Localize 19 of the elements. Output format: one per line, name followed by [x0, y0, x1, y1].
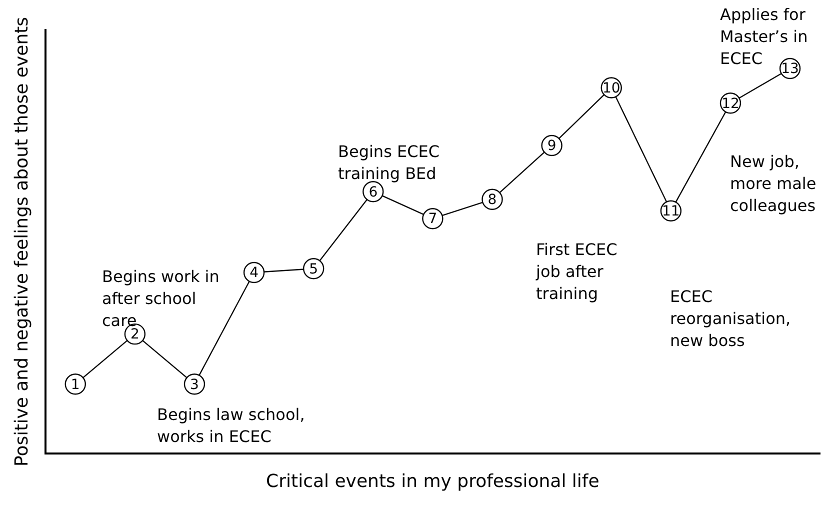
- x-tick-label: 5: [309, 261, 318, 278]
- x-tick-label: 7: [428, 211, 438, 228]
- annotation: ECEC reorganisation, new boss: [670, 287, 791, 350]
- annotation: First ECEC job after training: [535, 240, 618, 304]
- x-axis-title: Critical events in my professional life: [266, 470, 600, 492]
- x-tick-label: 8: [488, 192, 497, 208]
- annotation: Begins ECEC training BEd: [338, 142, 440, 184]
- x-tick-label: 11: [662, 204, 680, 220]
- x-tick-label: 2: [130, 326, 140, 343]
- x-tick-label: 12: [722, 96, 740, 112]
- x-tick-label: 4: [250, 265, 259, 282]
- x-tick-label: 10: [602, 80, 620, 96]
- x-tick-label: 3: [190, 376, 199, 393]
- y-axis-title: Positive and negative feelings about those events: [11, 16, 32, 466]
- x-tick-label: 9: [547, 138, 556, 154]
- annotation: New job, more male colleagues: [730, 152, 816, 216]
- annotation: Begins law school, works in ECEC: [157, 405, 305, 446]
- x-tick-label: 1: [70, 376, 80, 393]
- x-tick-label: 6: [368, 184, 378, 200]
